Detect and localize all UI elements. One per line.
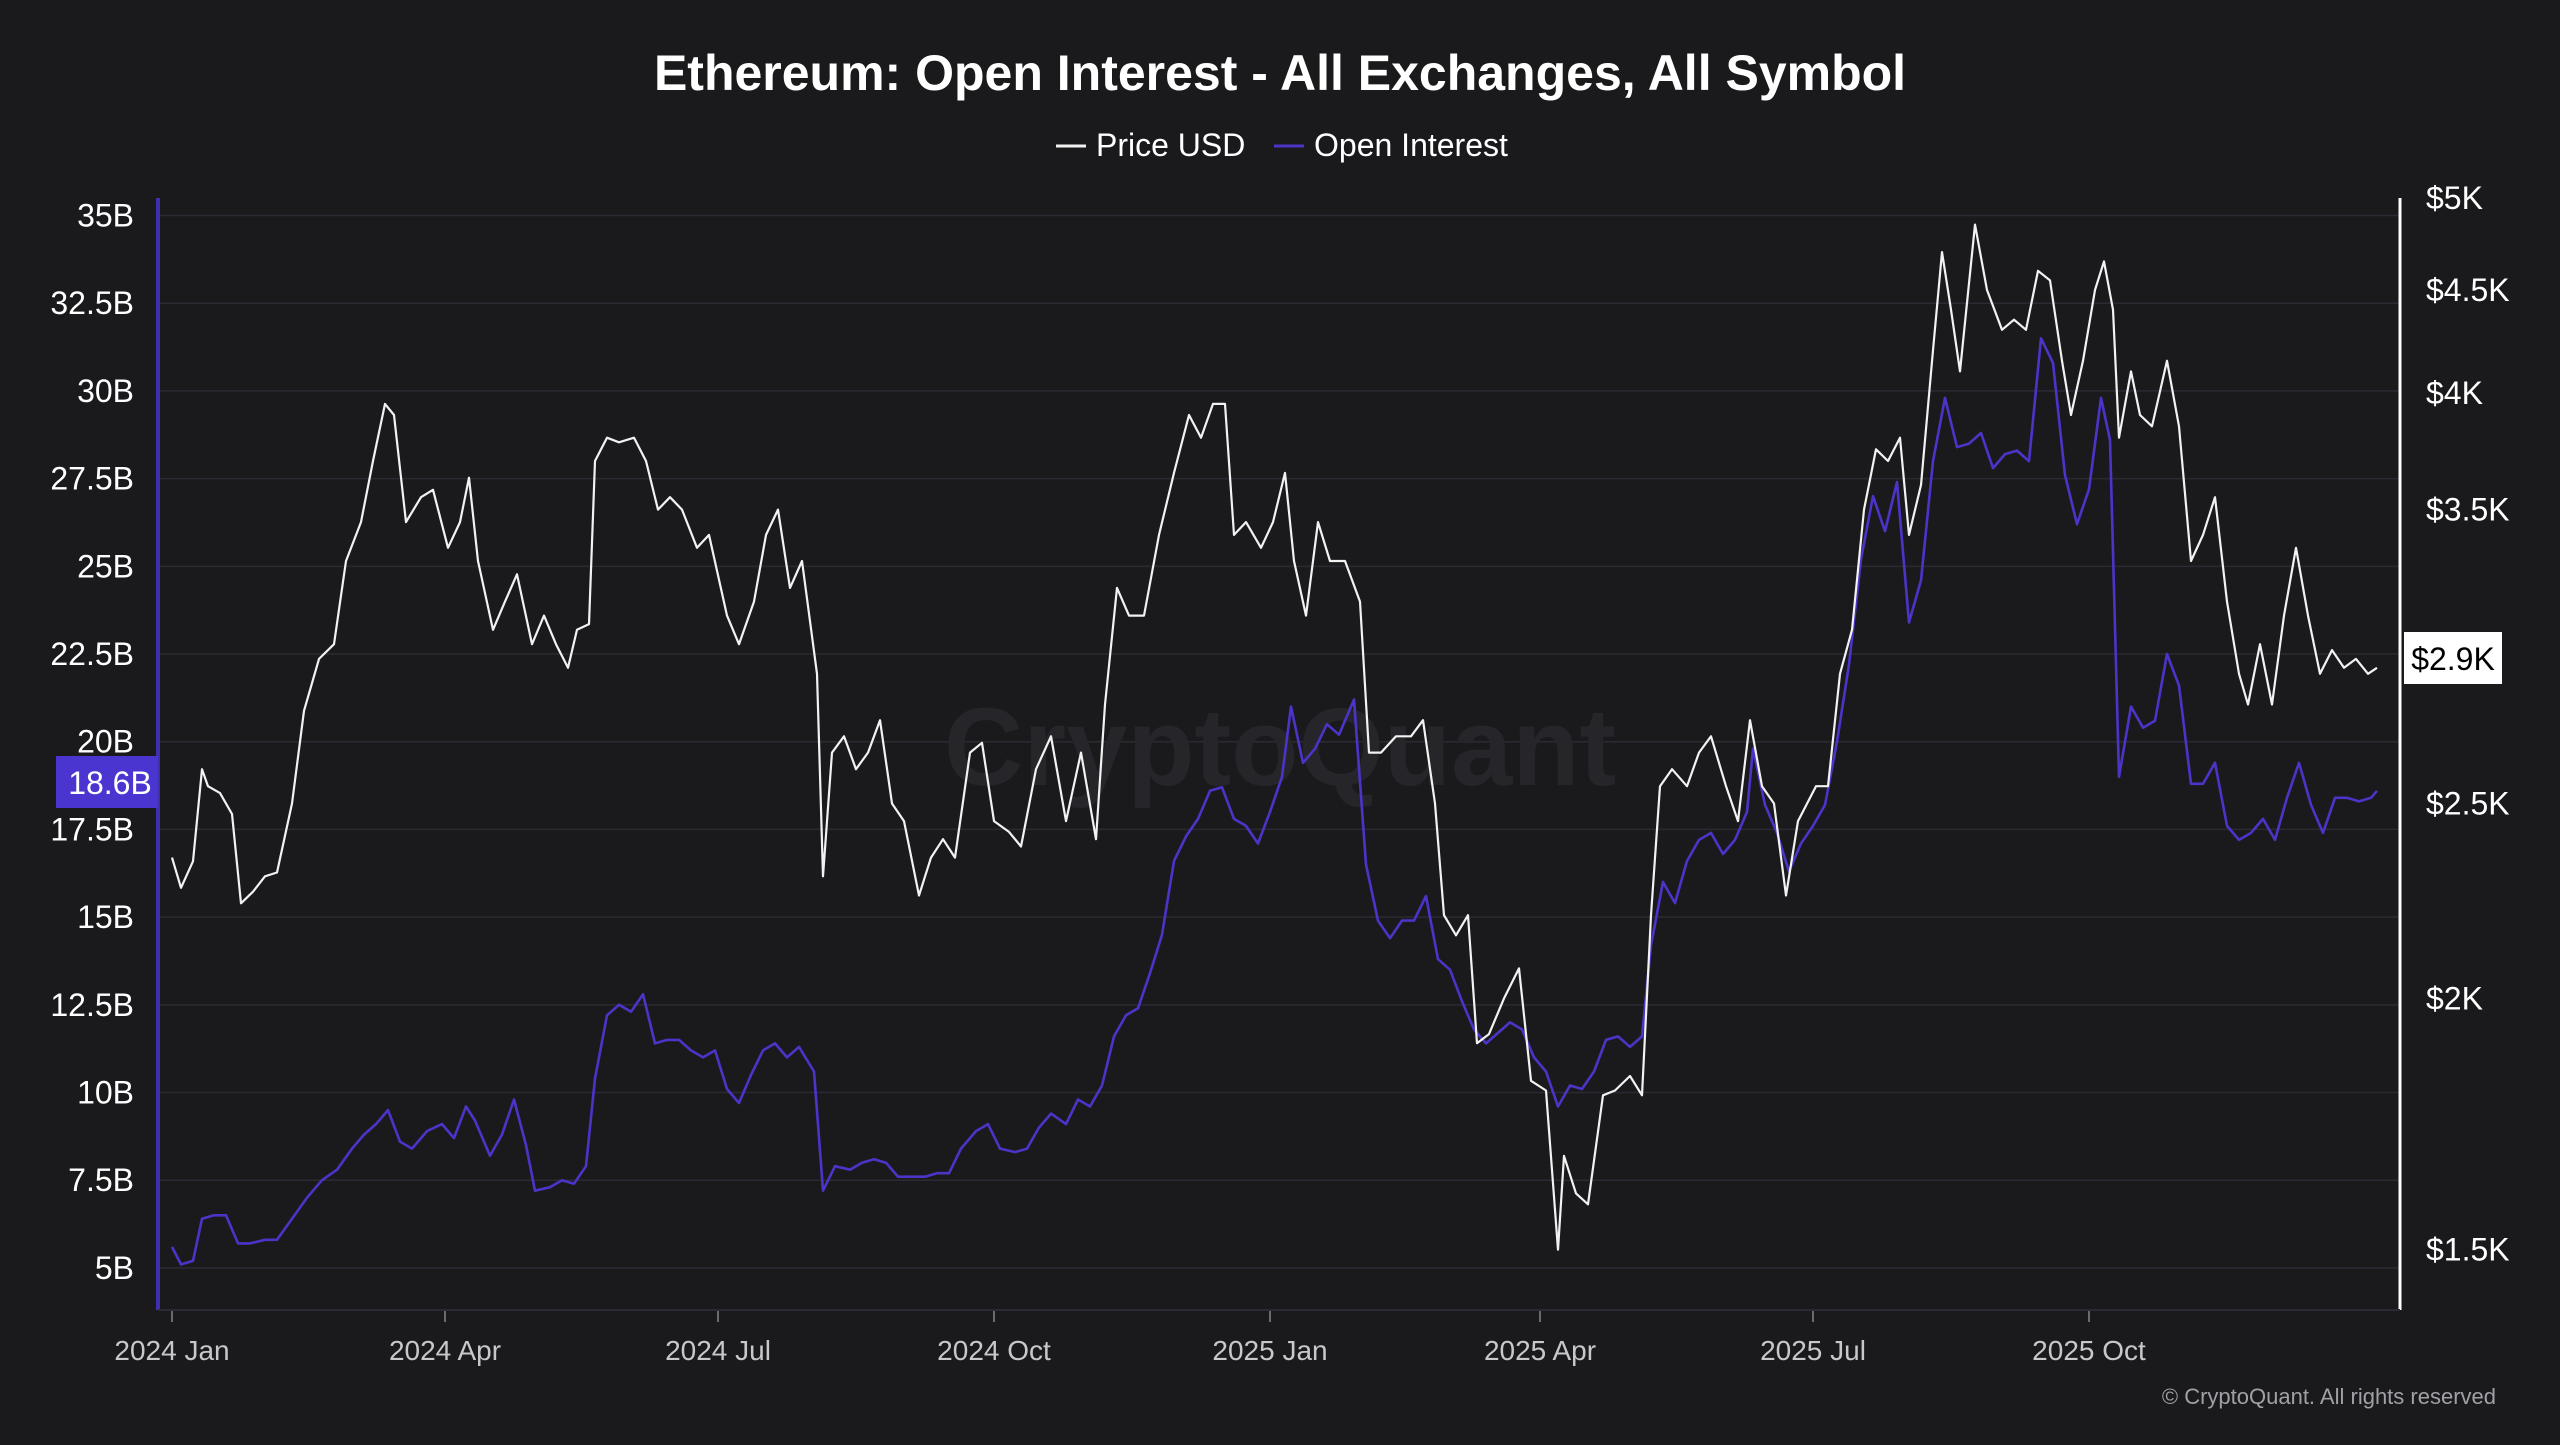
x-tick-label: 2025 Oct (2032, 1335, 2146, 1366)
series-line-open-interest (170, 337, 2378, 1266)
left-tick-label: 32.5B (50, 285, 134, 321)
left-tick-label: 22.5B (50, 636, 134, 672)
copyright-text: © CryptoQuant. All rights reserved (2162, 1384, 2496, 1409)
series-line-price-usd (170, 223, 2378, 1251)
x-tick-label: 2025 Apr (1484, 1335, 1596, 1366)
oi-current-value: 18.6B (68, 765, 152, 801)
left-tick-label: 5B (95, 1250, 134, 1286)
right-tick-label: $4.5K (2426, 272, 2510, 308)
x-tick-label: 2024 Jul (665, 1335, 771, 1366)
right-tick-label: $2K (2426, 980, 2483, 1016)
right-tick-label: $2.5K (2426, 785, 2510, 821)
left-tick-label: 25B (77, 548, 134, 584)
chart-title: Ethereum: Open Interest - All Exchanges,… (654, 45, 1906, 101)
x-tick-label: 2025 Jan (1212, 1335, 1327, 1366)
right-tick-label: $4K (2426, 375, 2483, 411)
x-axis-ticks: 2024 Jan 2024 Apr 2024 Jul 2024 Oct 2025 Jan… (114, 1310, 2146, 1366)
x-tick-label: 2025 Jul (1760, 1335, 1866, 1366)
left-tick-label: 12.5B (50, 987, 134, 1023)
left-tick-label: 35B (77, 198, 134, 234)
right-tick-label: $1.5K (2426, 1232, 2510, 1268)
left-tick-label: 15B (77, 899, 134, 935)
right-tick-label: $5K (2426, 180, 2483, 216)
watermark-text: CryptoQuant (944, 686, 1616, 809)
legend-oi-label: Open Interest (1314, 127, 1508, 163)
right-tick-label: $3.5K (2426, 492, 2510, 528)
legend: Price USD Open Interest (1056, 127, 1508, 163)
left-tick-label: 7.5B (68, 1162, 134, 1198)
price-current-value: $2.9K (2411, 641, 2495, 677)
price-current-badge: $2.9K (2404, 632, 2502, 684)
left-tick-label: 20B (77, 724, 134, 760)
x-tick-label: 2024 Apr (389, 1335, 501, 1366)
oi-current-badge: 18.6B (56, 756, 158, 808)
left-tick-label: 27.5B (50, 461, 134, 497)
left-tick-label: 17.5B (50, 811, 134, 847)
x-tick-label: 2024 Oct (937, 1335, 1051, 1366)
legend-price-label: Price USD (1096, 127, 1245, 163)
right-axis-ticks: $5K $4.5K $4K $3.5K $2.5K $2K $1.5K (2426, 180, 2510, 1268)
left-tick-label: 10B (77, 1075, 134, 1111)
x-tick-label: 2024 Jan (114, 1335, 229, 1366)
left-axis-ticks: 35B 32.5B 30B 27.5B 25B 22.5B 20B 17.5B 15B 12.5B… (50, 198, 134, 1286)
left-tick-label: 30B (77, 373, 134, 409)
